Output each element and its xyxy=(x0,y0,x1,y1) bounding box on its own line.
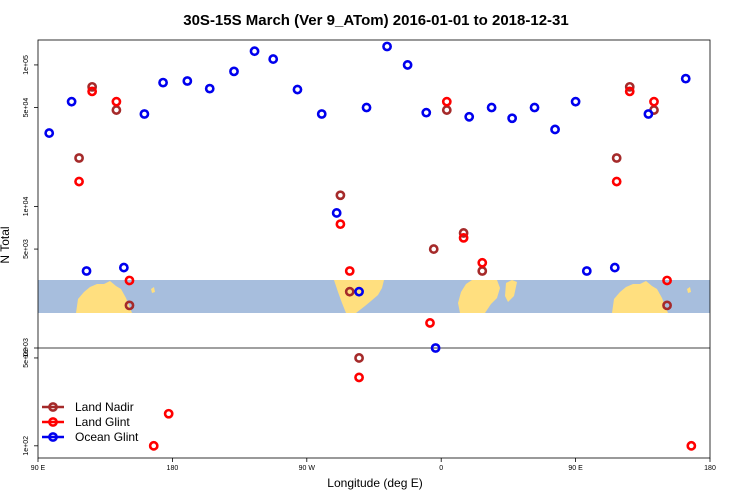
y-tick-label: 5e+02 xyxy=(23,348,30,368)
point-land-nadir xyxy=(458,228,469,238)
point-land-glint xyxy=(148,440,159,451)
data-points xyxy=(44,41,697,451)
point-land-nadir xyxy=(344,286,355,297)
point-ocean-glint xyxy=(44,128,55,138)
point-land-nadir xyxy=(124,300,135,311)
point-ocean-glint xyxy=(402,60,413,70)
point-ocean-glint xyxy=(507,113,518,124)
legend-label-ocean-glint: Ocean Glint xyxy=(75,430,139,444)
point-ocean-glint xyxy=(331,208,342,218)
point-land-glint xyxy=(662,275,672,286)
point-ocean-glint xyxy=(158,77,168,88)
point-land-glint xyxy=(649,96,659,107)
y-tick-label: 5e+03 xyxy=(23,239,30,259)
point-land-nadir xyxy=(441,105,452,115)
point-land-glint xyxy=(425,318,435,328)
x-tick-label: 180 xyxy=(167,465,179,472)
point-land-glint xyxy=(344,266,355,276)
x-tick-label: 90 E xyxy=(31,465,46,472)
point-ocean-glint xyxy=(643,109,654,119)
point-ocean-glint xyxy=(421,107,432,118)
point-land-glint xyxy=(611,176,622,187)
point-ocean-glint xyxy=(204,83,215,94)
point-land-glint xyxy=(163,408,174,419)
point-ocean-glint xyxy=(680,73,691,84)
legend-label-land-nadir: Land Nadir xyxy=(75,400,134,414)
x-tick-label: 180 xyxy=(704,465,716,472)
y-tick-label: 1e+05 xyxy=(23,55,30,75)
point-ocean-glint xyxy=(382,41,392,52)
plot-frame xyxy=(37,39,711,459)
point-ocean-glint xyxy=(464,111,475,122)
point-land-glint xyxy=(111,96,122,107)
land-new-caledonia-right xyxy=(687,287,691,293)
point-ocean-glint xyxy=(354,286,364,297)
point-ocean-glint xyxy=(486,102,497,113)
point-ocean-glint xyxy=(81,266,92,276)
point-ocean-glint xyxy=(139,109,150,119)
point-ocean-glint xyxy=(361,102,372,113)
world-map-strip xyxy=(38,280,710,313)
point-land-glint xyxy=(441,96,452,107)
point-ocean-glint xyxy=(430,343,441,353)
y-tick-label: 1e+02 xyxy=(23,436,30,456)
point-ocean-glint xyxy=(182,76,193,86)
land-madagascar xyxy=(505,280,517,302)
point-land-nadir xyxy=(611,153,622,163)
y-tick-label: 1e+03 xyxy=(23,338,30,358)
point-ocean-glint xyxy=(118,262,129,273)
point-land-glint xyxy=(458,232,469,243)
land-new-caledonia xyxy=(151,287,155,293)
point-land-nadir xyxy=(111,105,122,115)
point-ocean-glint xyxy=(550,124,560,135)
point-land-glint xyxy=(74,176,84,187)
point-ocean-glint xyxy=(292,84,303,95)
land-australia-left xyxy=(76,281,132,313)
point-land-nadir xyxy=(477,266,488,276)
point-ocean-glint xyxy=(316,109,327,119)
point-land-glint xyxy=(477,257,488,268)
point-land-glint xyxy=(335,219,346,230)
chart-title: 30S-15S March (Ver 9_ATom) 2016-01-01 to… xyxy=(183,12,568,29)
point-ocean-glint xyxy=(268,54,279,64)
point-land-glint xyxy=(354,372,364,383)
y-axis-label: N Total xyxy=(0,226,12,263)
x-tick-label: 90 W xyxy=(299,465,316,472)
point-land-nadir xyxy=(74,153,84,163)
point-ocean-glint xyxy=(609,262,620,273)
land-africa xyxy=(458,280,500,313)
x-tick-label: 90 E xyxy=(568,465,583,472)
point-land-glint xyxy=(87,86,98,97)
point-land-nadir xyxy=(624,81,635,92)
point-land-nadir xyxy=(428,244,439,254)
point-land-nadir xyxy=(87,81,98,92)
point-ocean-glint xyxy=(249,46,260,57)
y-tick-label: 5e+04 xyxy=(23,98,30,118)
point-ocean-glint xyxy=(529,102,540,113)
legend-marker-land-glint xyxy=(48,417,58,427)
point-ocean-glint xyxy=(581,266,592,276)
point-ocean-glint xyxy=(570,96,581,107)
legend-label-land-glint: Land Glint xyxy=(75,415,130,429)
point-land-glint xyxy=(124,275,135,286)
point-land-nadir xyxy=(662,300,672,311)
point-land-nadir xyxy=(354,353,364,363)
legend-marker-ocean-glint xyxy=(48,432,58,442)
legend-marker-land-nadir xyxy=(48,402,58,412)
point-ocean-glint xyxy=(229,66,239,77)
point-ocean-glint xyxy=(66,96,77,107)
x-tick-label: 0 xyxy=(439,465,443,472)
point-land-glint xyxy=(686,440,697,451)
point-land-glint xyxy=(624,86,635,97)
x-axis-label: Longitude (deg E) xyxy=(327,476,422,490)
y-tick-label: 1e+04 xyxy=(23,197,30,217)
point-land-nadir xyxy=(335,190,346,201)
x-axis: 90 E 180 90 W 0 90 E 180 xyxy=(31,458,716,472)
land-australia-right xyxy=(612,281,668,313)
y-axis: 1e+03 5e+03 1e+04 5e+04 1e+05 1e+02 5e+02 xyxy=(23,55,38,456)
